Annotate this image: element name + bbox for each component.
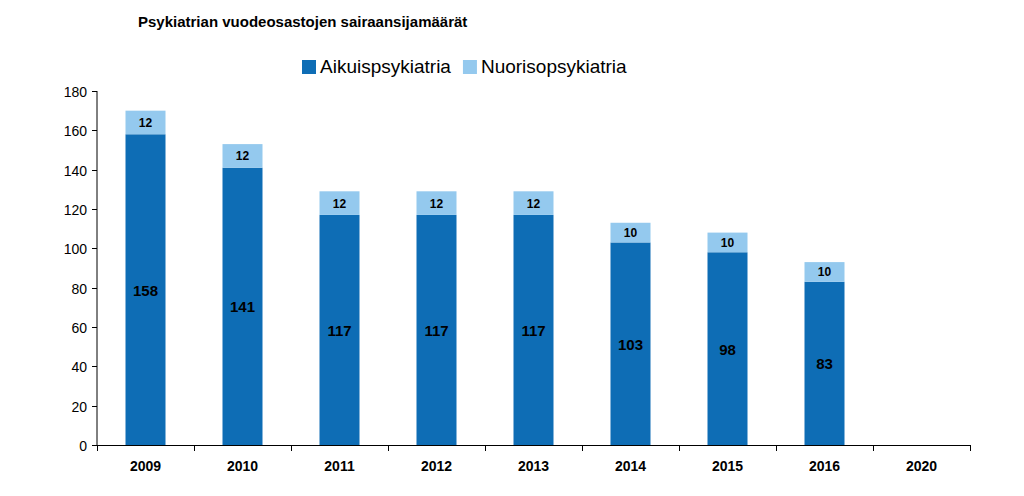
bar (320, 191, 360, 215)
x-tick-label: 2011 (324, 458, 355, 474)
bar (611, 223, 651, 243)
legend: Aikuispsykiatria Nuorisopsykiatria (302, 56, 627, 77)
x-divider (485, 445, 486, 451)
x-tick-label: 2015 (712, 458, 743, 474)
x-divider (388, 445, 389, 451)
y-tick-label: 140 (64, 163, 88, 179)
y-tick-label: 160 (64, 123, 88, 139)
bars (126, 111, 845, 445)
data-label: 12 (527, 197, 541, 211)
y-tick-label: 80 (71, 281, 87, 297)
y-tick (92, 327, 97, 328)
legend-label: Aikuispsykiatria (320, 56, 451, 77)
x-tick-label: 2010 (227, 458, 258, 474)
bar (417, 215, 457, 445)
bar (126, 111, 166, 135)
bar (223, 168, 263, 445)
x-divider (970, 445, 971, 451)
x-axis-line (97, 445, 970, 446)
y-tick-label: 120 (64, 202, 88, 218)
x-divider (873, 445, 874, 451)
background (0, 0, 1024, 496)
x-divider (582, 445, 583, 451)
y-tick-label: 40 (71, 359, 87, 375)
data-label: 10 (624, 226, 638, 240)
x-tick-label: 2013 (518, 458, 549, 474)
data-label: 117 (424, 322, 448, 339)
y-axis-line (97, 91, 98, 445)
data-label: 117 (521, 322, 545, 339)
bar (514, 191, 554, 215)
x-divider (776, 445, 777, 451)
axes: 0 20 40 60 80 100 120 140 160 180 2009 2010 2011 2012… (64, 84, 971, 475)
x-tick-label: 2012 (421, 458, 452, 474)
data-label: 12 (236, 149, 250, 163)
y-tick (92, 170, 97, 171)
x-divider (679, 445, 680, 451)
legend-swatch (463, 60, 477, 74)
bar (126, 134, 166, 445)
x-tick-label: 2009 (130, 458, 161, 474)
y-tick (92, 130, 97, 131)
y-tick-label: 180 (64, 84, 88, 100)
bar (805, 262, 845, 282)
bar (320, 215, 360, 445)
bar (611, 242, 651, 445)
chart-container: Psykiatrian vuodeosastojen sairaansijamä… (0, 0, 1024, 496)
data-label: 158 (133, 282, 158, 299)
data-label: 10 (818, 265, 832, 279)
y-tick (92, 209, 97, 210)
bar (514, 215, 554, 445)
data-labels: 158 141 117 117 117 103 98 83 12 12 12 12 12 10 10 10 (133, 116, 833, 372)
legend-label: Nuorisopsykiatria (481, 56, 627, 77)
bar (708, 252, 748, 445)
x-tick-label: 2016 (809, 458, 840, 474)
chart-svg: Psykiatrian vuodeosastojen sairaansijamä… (0, 0, 1024, 496)
y-tick (92, 406, 97, 407)
bar (805, 282, 845, 445)
bar (708, 233, 748, 253)
data-label: 12 (139, 116, 153, 130)
y-tick (92, 248, 97, 249)
x-tick-label: 2014 (615, 458, 646, 474)
y-tick-label: 0 (79, 438, 87, 454)
y-tick-label: 100 (64, 241, 88, 257)
data-label: 117 (327, 322, 351, 339)
y-tick-label: 20 (71, 399, 87, 415)
x-tick-label: 2020 (906, 458, 937, 474)
data-label: 83 (816, 355, 833, 372)
x-divider (194, 445, 195, 451)
bar (417, 191, 457, 215)
x-divider (291, 445, 292, 451)
y-tick (92, 91, 97, 92)
bar (223, 144, 263, 168)
y-tick (92, 445, 97, 446)
data-label: 141 (230, 298, 255, 315)
data-label: 10 (721, 236, 735, 250)
title: Psykiatrian vuodeosastojen sairaansijamä… (138, 13, 467, 30)
y-tick (92, 366, 97, 367)
data-label: 12 (333, 197, 347, 211)
data-label: 12 (430, 197, 444, 211)
legend-swatch (302, 60, 316, 74)
y-tick (92, 288, 97, 289)
y-tick-label: 60 (71, 320, 87, 336)
data-label: 98 (719, 341, 736, 358)
x-divider (97, 445, 98, 451)
data-label: 103 (618, 336, 643, 353)
